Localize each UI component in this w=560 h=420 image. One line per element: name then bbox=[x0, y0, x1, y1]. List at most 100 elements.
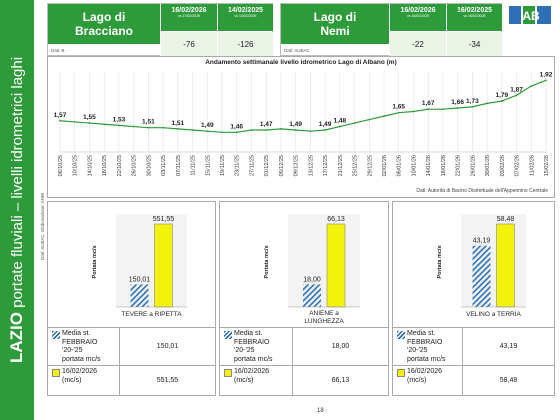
data-point bbox=[427, 108, 430, 111]
x-tick-label: 09/12/25 bbox=[294, 155, 300, 176]
category-label: LUNGHEZZA bbox=[304, 318, 344, 325]
data-label: 1,55 bbox=[83, 114, 96, 121]
x-tick-label: 06/01/26 bbox=[397, 155, 403, 176]
x-tick-label: 11/02/26 bbox=[529, 155, 535, 176]
bar-value-label: 18,00 bbox=[303, 276, 321, 283]
data-point bbox=[338, 125, 341, 128]
x-tick-label: 22/10/25 bbox=[117, 155, 123, 176]
data-label: 1,49 bbox=[319, 121, 332, 128]
x-tick-label: 29/12/25 bbox=[367, 155, 373, 176]
data-point bbox=[73, 121, 76, 123]
category-label: TEVERE a RIPETTA bbox=[121, 311, 182, 318]
data-point bbox=[515, 94, 518, 97]
x-tick-label: 30/01/26 bbox=[485, 155, 491, 176]
x-tick-label: 15/11/25 bbox=[205, 155, 211, 176]
date-header: 16/02/2025 vs 16/02/2025 bbox=[446, 4, 502, 31]
data-point bbox=[59, 119, 61, 122]
x-tick-label: 10/01/26 bbox=[411, 155, 417, 176]
x-tick-label: 21/12/25 bbox=[338, 155, 344, 176]
data-point bbox=[206, 130, 209, 133]
bar-chart-tevere: Portata mc/s 150,01 551,55 TEVERE a RIPETTA bbox=[92, 214, 187, 318]
x-tick-label: 27/11/25 bbox=[249, 155, 255, 176]
yellow-swatch-icon bbox=[397, 369, 405, 377]
data-point bbox=[353, 122, 356, 124]
x-tick-label: 18/10/25 bbox=[102, 155, 108, 176]
data-point bbox=[412, 110, 415, 113]
bar-today bbox=[326, 223, 346, 308]
bar-value-label: 43,19 bbox=[473, 238, 491, 245]
svg-text:AB: AB bbox=[522, 9, 540, 23]
data-point bbox=[530, 85, 533, 87]
data-point bbox=[176, 127, 179, 130]
x-tick-label: 17/12/25 bbox=[323, 155, 329, 176]
lake-source: Dati: AUBAC bbox=[284, 48, 310, 53]
y-axis-label: Portata mc/s bbox=[437, 245, 443, 278]
data-label: 1,66 bbox=[451, 99, 464, 106]
data-point bbox=[324, 129, 326, 131]
x-tick-label: 19/11/25 bbox=[220, 155, 226, 176]
legend-today-label: 16/02/2026 (mc/s) bbox=[407, 368, 443, 384]
data-label: 1,49 bbox=[201, 122, 214, 129]
data-point bbox=[221, 131, 223, 134]
lake-card-nemi: Lago di Nemi Dati: AUBAC 16/02/2026 vs 16/… bbox=[280, 3, 502, 56]
delta-value: -34 bbox=[446, 32, 502, 56]
x-tick-label: 26/10/25 bbox=[132, 155, 138, 176]
bar-media bbox=[130, 284, 149, 307]
plot-area bbox=[116, 214, 187, 307]
data-label: 1,65 bbox=[392, 104, 405, 111]
data-point bbox=[442, 108, 444, 111]
bar-value-label: 551,55 bbox=[153, 216, 175, 223]
category-label: ANIENE a bbox=[309, 310, 339, 317]
x-tick-label: 14/10/25 bbox=[87, 155, 93, 176]
x-tick-label: 02/01/26 bbox=[382, 155, 388, 176]
hatch-swatch-icon bbox=[52, 331, 60, 339]
data-label: 1,92 bbox=[540, 71, 553, 78]
data-label: 1,46 bbox=[230, 123, 243, 130]
x-tick-label: 03/02/26 bbox=[500, 155, 506, 176]
lake-card-bracciano: Lago di Bracciano Dati: B 16/02/2026 vs 17… bbox=[47, 3, 273, 56]
bar-today bbox=[154, 223, 173, 308]
delta-value: -22 bbox=[389, 32, 446, 56]
x-tick-label: 06/10/25 bbox=[58, 155, 64, 176]
data-point bbox=[265, 129, 268, 131]
data-point bbox=[103, 123, 106, 126]
x-tick-label: 22/01/26 bbox=[456, 155, 462, 176]
river-panel-aniene: Portata mc/s 18,00 66,13 ANIENE a LUNGHEZZA … bbox=[219, 201, 389, 396]
bar-media bbox=[303, 284, 321, 307]
x-tick-label: 01/12/25 bbox=[264, 155, 270, 176]
x-tick-label: 07/02/26 bbox=[515, 155, 521, 176]
lake-name: Lago di Nemi bbox=[281, 4, 389, 44]
y-axis-label: Portata mc/s bbox=[92, 245, 98, 278]
media-value: 43,19 bbox=[462, 328, 554, 365]
sidebar: LAZIO portate fluviali – livelli idromet… bbox=[0, 0, 34, 420]
data-point bbox=[486, 102, 488, 105]
category-label: VELINO a TERRIA bbox=[466, 311, 521, 318]
delta-value: -76 bbox=[160, 32, 217, 56]
page-number: 18 bbox=[317, 408, 324, 414]
data-label: 1,87 bbox=[510, 86, 523, 93]
data-point bbox=[294, 129, 297, 131]
hatch-swatch-icon bbox=[224, 331, 232, 339]
x-tick-label: 05/12/25 bbox=[279, 155, 285, 176]
data-point bbox=[250, 129, 253, 131]
data-label: 1,79 bbox=[495, 92, 508, 99]
bar-value-label: 66,13 bbox=[327, 216, 345, 223]
data-point bbox=[397, 111, 400, 114]
anbi-logo: AB bbox=[509, 6, 551, 24]
data-point bbox=[545, 79, 547, 82]
data-label: 1,49 bbox=[289, 121, 302, 128]
data-label: 1,51 bbox=[171, 120, 184, 127]
media-value: 150,01 bbox=[119, 328, 215, 365]
legend-media-label: Media st. FEBBRAIO '20-'25 portata mc/s bbox=[62, 330, 101, 363]
chart-title: Andamento settimanale livello idrometric… bbox=[205, 59, 397, 66]
data-point bbox=[191, 129, 194, 131]
data-label: 1,73 bbox=[466, 98, 479, 105]
bar-value-label: 58,48 bbox=[497, 216, 515, 223]
date-header: 14/02/2025 vs 14/02/2025 bbox=[217, 4, 273, 31]
chart-source: Dati: Autorità di Bacino Distrettuale de… bbox=[416, 188, 548, 194]
bar-media bbox=[472, 245, 491, 307]
x-tick-label: 15/02/26 bbox=[544, 155, 550, 176]
data-point bbox=[147, 126, 150, 129]
yellow-swatch-icon bbox=[224, 369, 232, 377]
